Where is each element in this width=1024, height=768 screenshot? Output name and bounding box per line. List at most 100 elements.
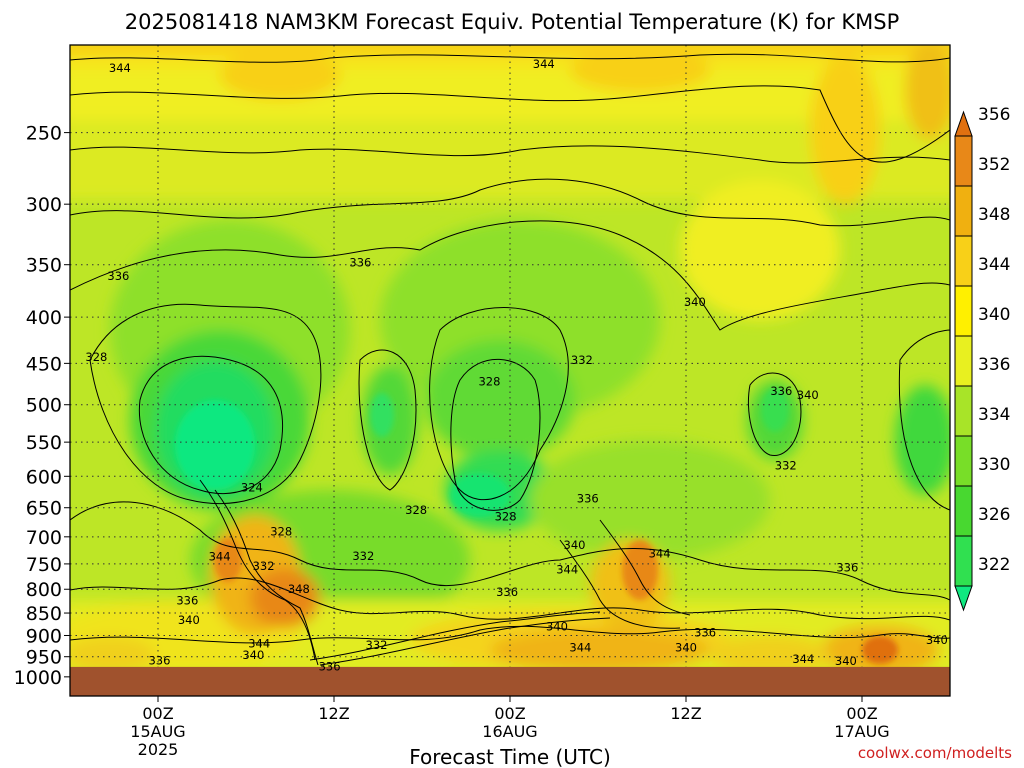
contour-label: 340 — [178, 613, 200, 627]
contour-label: 336 — [496, 585, 518, 599]
y-tick-label: 1000 — [14, 667, 62, 689]
y-tick-label: 450 — [26, 353, 62, 375]
colorbar-label: 356 — [978, 105, 1010, 125]
colorbar-label: 330 — [978, 455, 1010, 475]
y-tick-label: 600 — [26, 466, 62, 488]
colorbar-box — [954, 435, 973, 487]
contour-label: 344 — [533, 57, 555, 71]
colorbar-box — [954, 285, 973, 337]
contour-label: 344 — [649, 546, 671, 560]
contour-label: 332 — [775, 459, 797, 473]
contour-line — [70, 178, 950, 227]
x-tick-label: 12Z — [670, 704, 701, 723]
colorbar-label: 322 — [978, 555, 1010, 575]
colorbar-extend-high — [954, 110, 973, 137]
y-tick-label: 400 — [26, 307, 62, 329]
contour-label: 344 — [248, 636, 270, 650]
contour-line — [70, 220, 950, 331]
y-tick-label: 500 — [26, 395, 62, 417]
contour-label: 332 — [253, 559, 275, 573]
contour-label: 340 — [546, 620, 568, 634]
contour-line — [138, 355, 284, 495]
y-tick-label: 950 — [26, 647, 62, 669]
y-tick-label: 750 — [26, 554, 62, 576]
contour-label: 324 — [241, 480, 263, 494]
contour-label: 344 — [209, 550, 231, 564]
colorbar-box — [954, 135, 973, 187]
x-tick-label: 00Z — [846, 704, 877, 723]
contour-label: 340 — [797, 388, 819, 402]
contour-label: 336 — [319, 660, 341, 674]
contour-label: 340 — [564, 538, 586, 552]
contour-label: 336 — [836, 561, 858, 575]
y-tick-label: 800 — [26, 579, 62, 601]
x-tick-label: 00Z — [494, 704, 525, 723]
contour-label: 344 — [569, 641, 591, 655]
contour-label: 340 — [684, 295, 706, 309]
contour-label: 336 — [107, 269, 129, 283]
contour-label: 340 — [675, 641, 697, 655]
colorbar-label: 326 — [978, 505, 1010, 525]
colorbar-label: 348 — [978, 205, 1010, 225]
contour-line — [70, 145, 950, 164]
contour-line — [89, 303, 322, 505]
contour-label: 336 — [148, 653, 170, 667]
contour-lines — [70, 53, 950, 666]
x-tick-label: 16AUG — [482, 722, 537, 741]
x-tick-label: 17AUG — [834, 722, 889, 741]
contour-label: 344 — [792, 652, 814, 666]
y-tick-label: 850 — [26, 603, 62, 625]
colorbar-box — [954, 335, 973, 387]
y-tick-label: 700 — [26, 527, 62, 549]
contour-label: 332 — [352, 549, 374, 563]
contour-line — [599, 519, 691, 616]
x-axis-title: Forecast Time (UTC) — [409, 745, 611, 768]
y-tick-label: 650 — [26, 498, 62, 520]
contour-label: 340 — [835, 654, 857, 668]
contour-label: 336 — [577, 492, 599, 506]
x-tick-label: 2025 — [138, 740, 179, 759]
contour-line — [70, 53, 950, 63]
contour-label: 340 — [242, 648, 264, 662]
contour-line — [199, 479, 316, 661]
credit-text: coolwx.com/modelts — [858, 744, 1012, 762]
contour-label: 328 — [270, 525, 292, 539]
contour-line — [429, 307, 569, 501]
contour-line — [358, 349, 417, 491]
colorbar-box — [954, 535, 973, 587]
colorbar-label: 352 — [978, 155, 1010, 175]
contour-label: 332 — [571, 353, 593, 367]
colorbar-label: 334 — [978, 405, 1010, 425]
chart-title: 2025081418 NAM3KM Forecast Equiv. Potent… — [125, 10, 899, 34]
contour-line — [559, 539, 681, 629]
color-detail — [175, 388, 898, 664]
colorbar-box — [954, 385, 973, 437]
y-tick-label: 350 — [26, 255, 62, 277]
contour-label: 344 — [109, 61, 131, 75]
colorbar-label: 340 — [978, 305, 1010, 325]
x-tick-label: 15AUG — [130, 722, 185, 741]
contour-label: 328 — [85, 350, 107, 364]
contour-label: 344 — [556, 563, 578, 577]
plot-area — [70, 45, 950, 696]
contour-label: 328 — [478, 374, 500, 388]
y-tick-label: 300 — [26, 194, 62, 216]
x-tick-label: 12Z — [318, 704, 349, 723]
y-tick-label: 250 — [26, 123, 62, 145]
y-tick-label: 550 — [26, 432, 62, 454]
contour-label: 336 — [694, 625, 716, 639]
contour-line — [70, 577, 950, 621]
contour-label: 328 — [405, 503, 427, 517]
contour-line — [70, 501, 950, 601]
colorbar-label: 336 — [978, 355, 1010, 375]
contour-labels: 344 344 336 336 340 328 328 332 336 340 332 324 336 3… — [85, 57, 947, 673]
contour-label: 348 — [288, 582, 310, 596]
contour-label: 332 — [366, 638, 388, 652]
colorbar-label: 344 — [978, 255, 1010, 275]
contour-label: 336 — [176, 593, 198, 607]
contour-line — [309, 611, 601, 661]
contour-line — [70, 85, 950, 163]
